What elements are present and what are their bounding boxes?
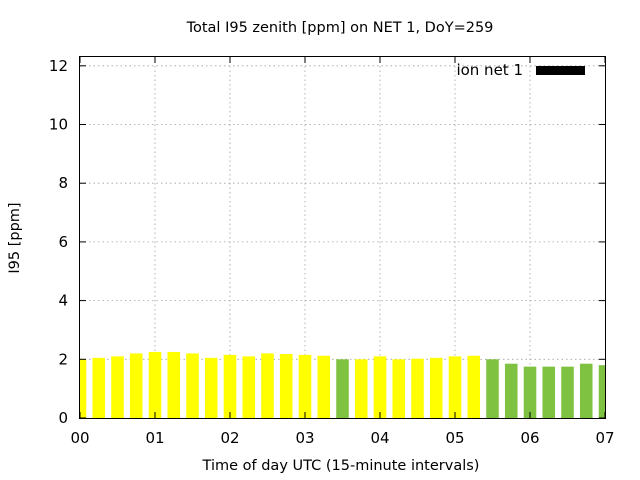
bar xyxy=(429,357,443,418)
bar xyxy=(448,356,462,418)
bar xyxy=(223,354,237,418)
x-tick-label: 02 xyxy=(220,429,239,447)
bar xyxy=(598,365,605,418)
bar xyxy=(504,363,518,418)
bar xyxy=(411,358,424,418)
x-tick-label: 06 xyxy=(520,429,539,447)
chart-title: Total I95 zenith [ppm] on NET 1, DoY=259 xyxy=(186,20,494,36)
legend-label: ion net 1 xyxy=(456,61,523,79)
bar xyxy=(561,366,574,418)
y-tick-label: 4 xyxy=(58,292,68,310)
grid-layer xyxy=(80,57,605,418)
bar xyxy=(148,351,162,418)
x-tick-label: 03 xyxy=(295,429,314,447)
y-tick-label: 10 xyxy=(49,116,68,134)
x-axis-label: Time of day UTC (15-minute intervals) xyxy=(202,458,480,474)
legend-swatch xyxy=(536,66,585,75)
y-tick-label: 2 xyxy=(58,350,68,368)
plot-frame xyxy=(79,56,606,419)
bar xyxy=(392,359,406,418)
bar xyxy=(354,359,368,418)
y-tick-label: 8 xyxy=(58,174,68,192)
bar xyxy=(523,366,537,418)
bar xyxy=(204,357,218,418)
bar xyxy=(167,351,181,418)
bar xyxy=(92,357,106,418)
bar xyxy=(317,355,331,418)
bar xyxy=(129,353,143,418)
bar xyxy=(298,354,312,418)
bar xyxy=(579,363,593,418)
bar xyxy=(261,353,274,418)
y-tick-label: 12 xyxy=(49,57,68,75)
bar xyxy=(467,355,481,418)
bar xyxy=(373,356,387,418)
bar xyxy=(80,359,87,418)
bar xyxy=(186,353,199,418)
x-tick-label: 01 xyxy=(145,429,164,447)
y-tick-label: 6 xyxy=(58,233,68,251)
bar xyxy=(486,359,499,418)
bar xyxy=(542,366,556,418)
x-tick-label: 07 xyxy=(595,429,614,447)
bar xyxy=(279,354,293,418)
y-tick-label: 0 xyxy=(58,409,68,427)
bar xyxy=(242,356,256,418)
x-tick-label: 00 xyxy=(70,429,89,447)
x-tick-label: 04 xyxy=(370,429,389,447)
x-tick-label: 05 xyxy=(445,429,464,447)
y-axis-label: I95 [ppm] xyxy=(7,202,23,273)
bar xyxy=(111,356,124,418)
bar xyxy=(336,359,349,418)
bars-layer xyxy=(80,351,605,418)
legend: ion net 1 xyxy=(456,61,585,79)
